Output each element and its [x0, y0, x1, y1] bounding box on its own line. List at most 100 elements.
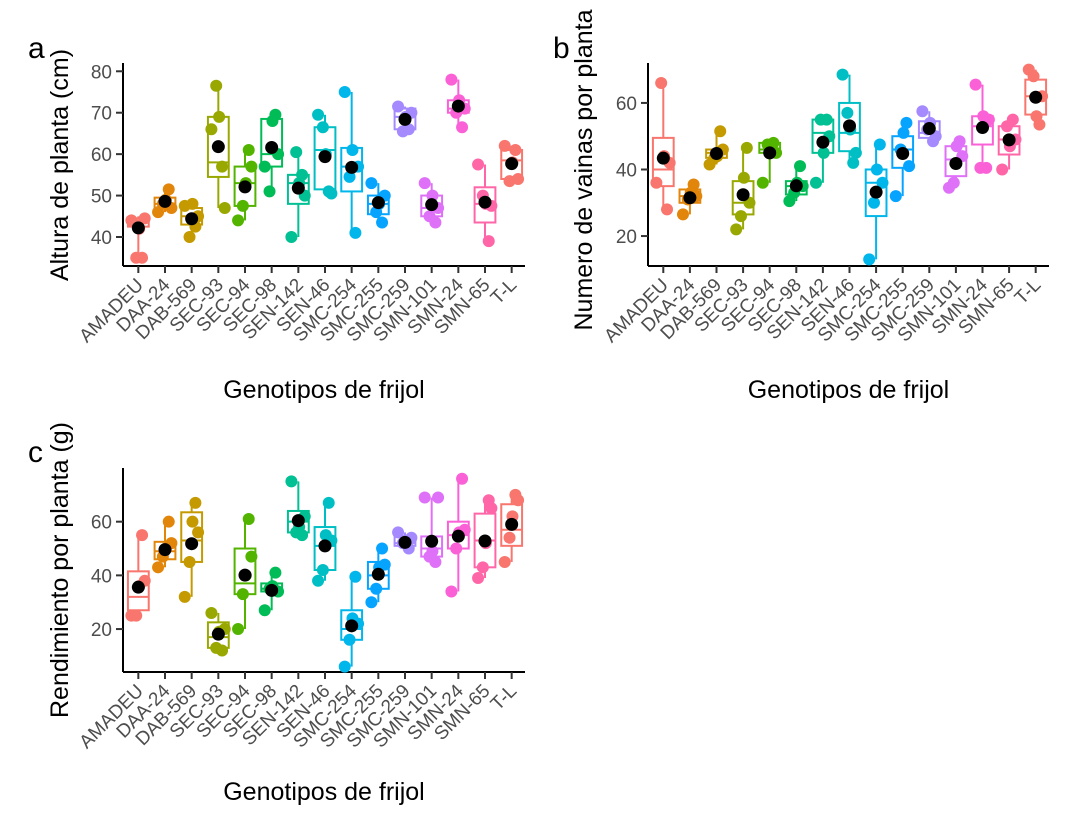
data-point: [847, 156, 860, 169]
data-point: [996, 163, 1009, 176]
box-group: [916, 105, 942, 148]
mean-point: [505, 157, 519, 171]
data-point: [322, 496, 335, 509]
box-group: [889, 116, 916, 203]
data-point: [162, 515, 175, 528]
data-point: [269, 566, 282, 579]
y-tick-label: 70: [91, 104, 112, 125]
data-point: [472, 572, 485, 585]
data-point: [138, 212, 151, 225]
mean-point: [265, 141, 279, 155]
data-point: [242, 513, 255, 525]
data-point: [730, 223, 743, 236]
x-axis-title: Genotipos de frijol: [223, 778, 425, 806]
mean-point: [158, 194, 172, 208]
box-group: [472, 494, 498, 585]
mean-point: [185, 212, 199, 226]
data-point: [841, 106, 854, 119]
x-tick-label: T-L: [1011, 275, 1045, 309]
mean-point: [869, 185, 883, 199]
box-group: [152, 515, 178, 574]
data-point: [867, 196, 880, 209]
data-point: [290, 146, 303, 159]
panel-c: c204060AMADEUDAA-24DAB-569SEC-93SEC-94SE…: [28, 422, 525, 806]
data-point: [482, 235, 495, 248]
data-point: [873, 138, 886, 151]
data-point: [476, 561, 489, 574]
panel-b: b204060AMADEUDAA-24DAB-569SEC-93SEC-94SE…: [553, 9, 1049, 404]
box-group: [863, 138, 889, 266]
box-group: [205, 606, 231, 657]
data-point: [186, 197, 199, 210]
box-group: [703, 125, 729, 171]
data-point: [814, 113, 827, 126]
mean-point: [451, 529, 465, 543]
data-point: [343, 170, 356, 183]
data-point: [325, 187, 338, 200]
data-point: [178, 590, 191, 603]
y-tick-label: 40: [91, 566, 112, 587]
box-group: [285, 146, 311, 243]
data-point: [312, 574, 325, 587]
mean-point: [345, 160, 359, 174]
y-tick-label: 20: [616, 227, 637, 248]
data-point: [205, 123, 218, 136]
data-point: [423, 210, 436, 223]
data-point: [794, 160, 807, 173]
data-point: [756, 176, 769, 189]
data-point: [316, 121, 329, 134]
data-point: [974, 161, 987, 174]
box-group: [178, 197, 205, 243]
data-point: [655, 76, 668, 89]
y-axis-title: Altura de planta (cm): [46, 49, 74, 281]
data-point: [189, 496, 202, 509]
data-point: [889, 190, 902, 203]
data-point: [232, 214, 245, 227]
mean-point: [398, 535, 412, 549]
data-point: [370, 582, 383, 595]
mean-point: [683, 191, 697, 205]
data-point: [266, 115, 279, 127]
data-point: [418, 177, 431, 190]
data-point: [186, 515, 199, 528]
mean-point: [265, 583, 279, 597]
mean-point: [318, 150, 332, 164]
mean-point: [505, 517, 519, 531]
data-point: [152, 561, 165, 574]
data-point: [870, 163, 883, 176]
box-group: [312, 108, 338, 200]
mean-point: [371, 196, 385, 210]
box-group: [418, 177, 445, 229]
data-point: [485, 502, 498, 515]
data-point: [903, 160, 916, 173]
mean-point: [238, 568, 252, 582]
panel-a: a4050607080AMADEUDAA-24DAB-569SEC-93SEC-…: [28, 32, 525, 404]
data-point: [737, 171, 750, 184]
box-group: [125, 529, 151, 622]
box-group: [392, 526, 418, 555]
y-tick-label: 60: [91, 145, 112, 166]
data-point: [216, 160, 229, 173]
data-point: [472, 158, 485, 171]
data-point: [432, 491, 445, 504]
data-point: [258, 160, 271, 173]
data-point: [418, 491, 431, 504]
mean-point: [131, 221, 145, 235]
data-point: [376, 216, 389, 229]
data-point: [1000, 120, 1013, 133]
data-point: [969, 78, 982, 91]
data-point: [210, 79, 223, 92]
box-group: [338, 570, 365, 673]
mean-point: [922, 122, 936, 136]
mean-point: [158, 543, 172, 557]
data-point: [236, 199, 249, 212]
data-point: [319, 529, 332, 542]
mean-point: [478, 534, 492, 548]
mean-point: [238, 180, 252, 194]
box-group: [205, 79, 231, 214]
data-point: [1030, 110, 1043, 123]
y-tick-label: 40: [91, 228, 112, 249]
mean-point: [318, 539, 332, 553]
box-group: [996, 113, 1022, 176]
y-axis-title: Numero de vainas por planta: [570, 9, 598, 330]
